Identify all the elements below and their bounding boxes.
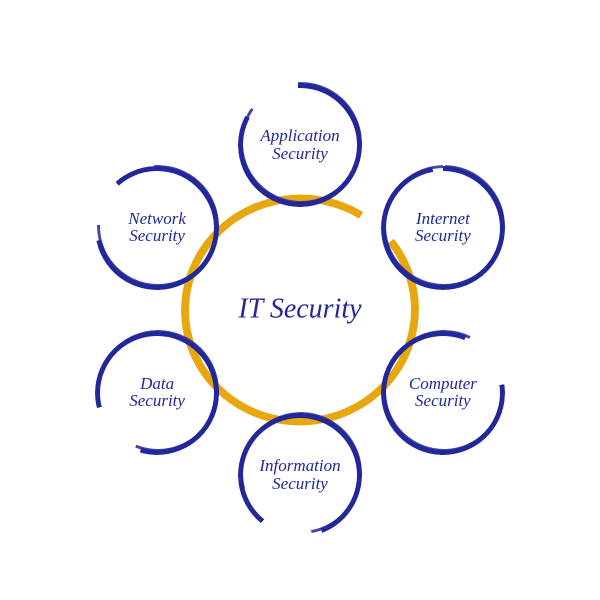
node-label: Information Security [259,457,340,493]
node-label: Network Security [128,210,186,246]
node-label: Application Security [260,127,339,163]
node-computer: Computer Security [381,331,505,455]
node-internet: Internet Security [381,166,505,290]
center-label: IT Security [238,295,361,326]
it-security-diagram: IT Security Application Security Internet… [0,0,600,600]
node-network: Network Security [95,166,219,290]
node-information: Information Security [238,413,362,537]
node-application: Application Security [238,83,362,207]
node-label: Internet Security [415,210,471,246]
node-label: Data Security [129,375,185,411]
node-data: Data Security [95,331,219,455]
node-label: Computer Security [409,375,477,411]
